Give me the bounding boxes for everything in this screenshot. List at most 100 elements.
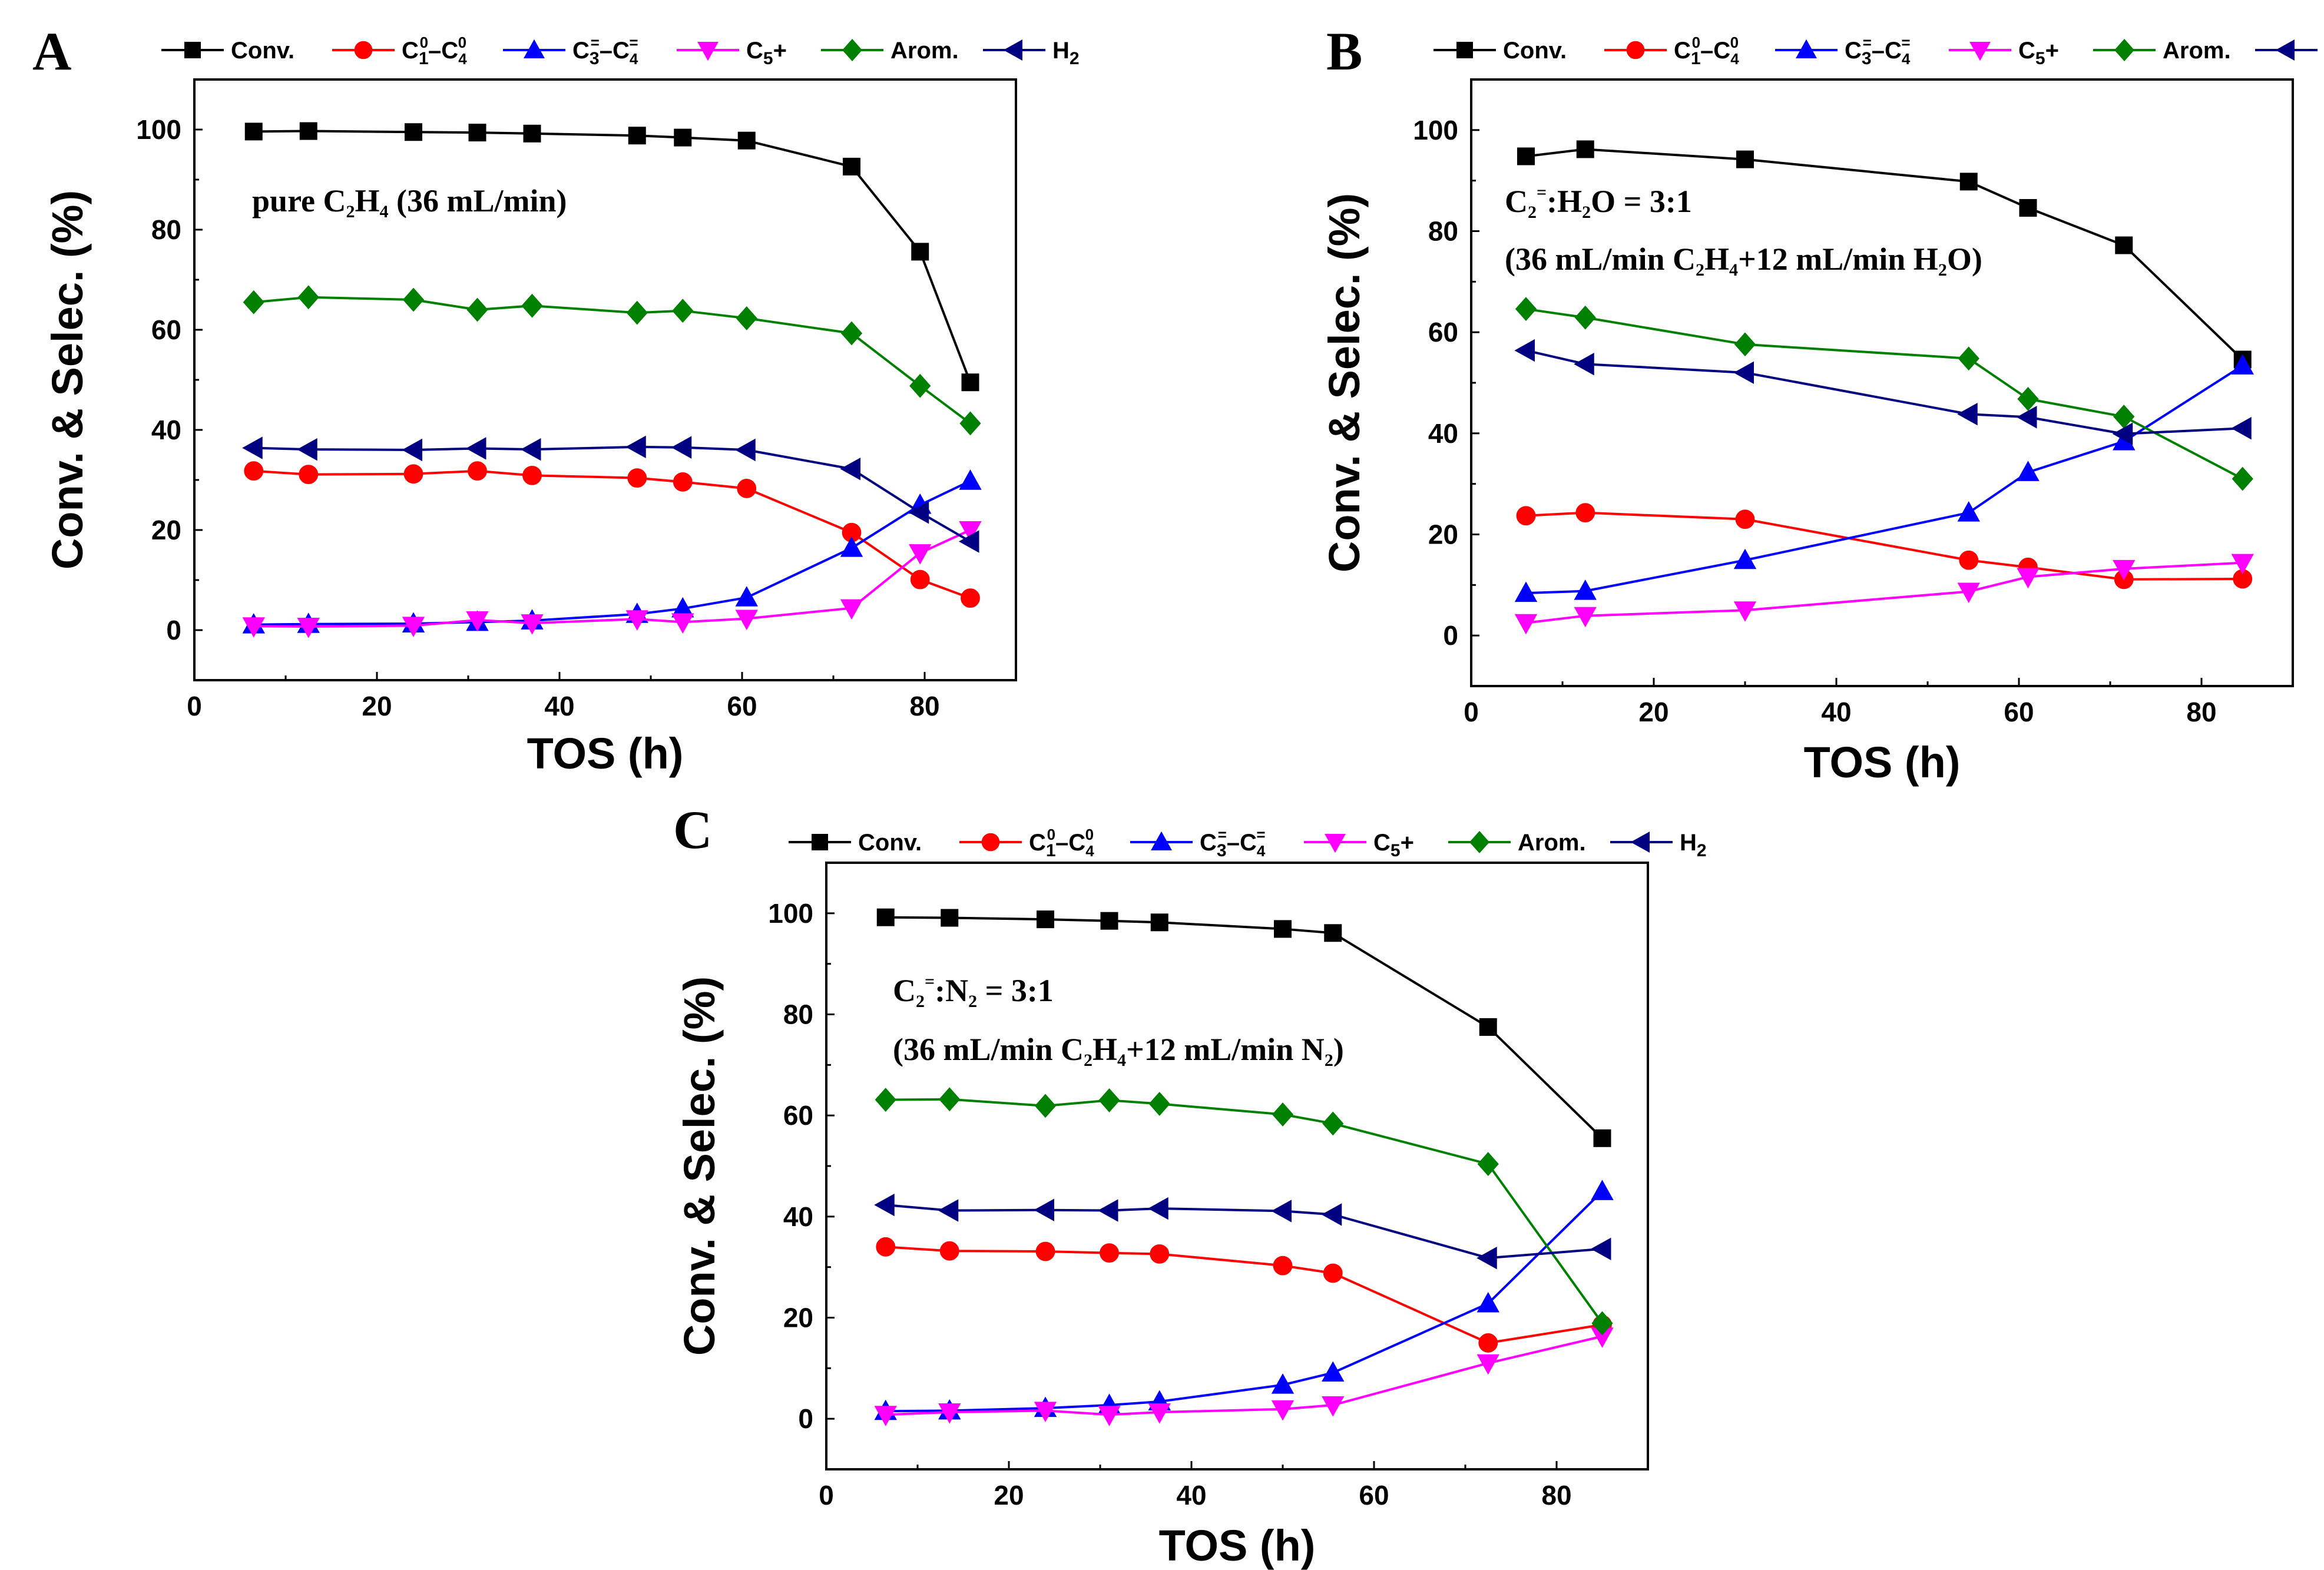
panel-b: B Conv. C10–C40 C3=–C4= C5+ Arom. H2 0 20 40 60 8… [1320,21,2318,787]
legend-label: C5+ [1373,830,1414,860]
panel-a-plot-frame [193,78,1017,681]
series-c5- [874,1327,1614,1426]
data-point [874,1406,897,1426]
legend-marker [1469,830,1489,854]
legend-label: C10–C40 [1029,826,1094,860]
y-tick-label: 20 [151,515,181,545]
series-arom- [875,1087,1613,1336]
series-line [253,479,971,626]
data-point [2017,461,2040,481]
legend-marker [2275,39,2295,61]
x-tick-label: 0 [1464,697,1479,727]
data-point [1514,614,1538,635]
data-point [1517,147,1535,165]
y-tick-label: 80 [783,999,813,1030]
series-c1-c4-paraffins [244,461,980,608]
legend-label: C3=–C4= [572,34,638,68]
data-point [626,300,648,325]
data-point [1322,1361,1345,1382]
legend-item: C10–C40 [332,34,467,68]
data-point [1514,581,1538,602]
legend-item: C3=–C4= [503,34,638,68]
legend-marker [1626,41,1645,59]
data-point [521,614,544,635]
series-line [253,445,971,543]
data-point [1735,509,1755,529]
data-point [1323,1263,1343,1283]
data-point [1324,924,1342,942]
x-tick-label: 20 [1638,697,1668,727]
legend-item: Conv. [161,38,294,64]
x-tick-label: 40 [1176,1480,1206,1511]
series-line [1525,561,2243,624]
data-point [1591,1180,1614,1200]
data-point [1271,1200,1292,1223]
panel-a-y-axis: 0 20 40 60 80 100 [136,114,203,681]
data-point [2115,236,2133,254]
x-tick-label: 80 [2186,697,2216,727]
data-point [1322,1111,1344,1136]
legend-item: Arom. [2093,38,2231,64]
panel-a: A Conv. C10–C40 C3=–C4= C5+ Arom. H2 0 20 40 60 8… [32,21,1080,778]
data-point [521,293,543,318]
y-tick-label: 60 [783,1100,813,1131]
data-point [2231,354,2254,375]
legend-label: Conv. [858,830,922,856]
data-point [523,124,541,143]
series-h2 [242,435,979,553]
data-point [628,127,646,145]
panel-a-annotation: pure C2H4 (36 mL/min) [252,183,567,221]
y-tick-label: 100 [1413,115,1458,145]
x-tick-label: 40 [544,691,574,721]
data-point [840,599,863,620]
data-point [1958,346,1979,371]
series-h2 [1514,339,2252,445]
x-tick-label: 80 [909,691,939,721]
data-point [402,287,425,312]
legend-label: C10–C40 [402,34,467,68]
series-line [885,1190,1603,1413]
x-tick-label: 20 [994,1480,1024,1511]
panel-a-x-axis: 0 20 40 60 80 [187,672,940,721]
data-point [735,438,756,462]
data-point [2232,466,2253,491]
data-point [402,438,422,462]
data-point [737,479,757,498]
legend-marker [354,41,373,59]
data-point [299,465,319,485]
data-point [243,290,264,314]
y-tick-label: 40 [783,1201,813,1232]
data-point [840,536,863,557]
data-point [1736,150,1754,168]
data-point [959,411,981,436]
data-point [1574,353,1594,376]
legend-label: Arom. [2163,38,2231,64]
data-point [1959,173,1978,191]
data-point [939,1241,959,1261]
legend-marker [1151,831,1172,850]
panel-a-series [242,122,982,638]
legend-marker [842,38,862,62]
panel-c-y-axis-title: Conv. & Selec. (%) [675,976,724,1356]
legend-item: H2 [983,38,1080,68]
legend-item: C5+ [1304,830,1414,860]
x-tick-label: 60 [2004,697,2034,727]
data-point [1574,607,1597,628]
data-point [466,297,488,322]
x-tick-label: 0 [187,691,202,721]
data-point [671,613,694,634]
panel-a-x-axis-title: TOS (h) [527,729,684,778]
x-tick-label: 40 [1821,697,1851,727]
data-point [242,617,265,638]
series-arom- [243,285,981,436]
panel-b-series [1514,140,2254,635]
data-point [242,436,263,459]
data-point [2017,387,2039,411]
data-point [1591,1311,1613,1336]
legend-item: C3=–C4= [1775,34,1911,68]
data-point [1035,1241,1055,1261]
data-point [1574,579,1597,600]
data-point [625,435,646,459]
legend-marker [1003,39,1022,61]
y-tick-label: 20 [783,1303,813,1333]
